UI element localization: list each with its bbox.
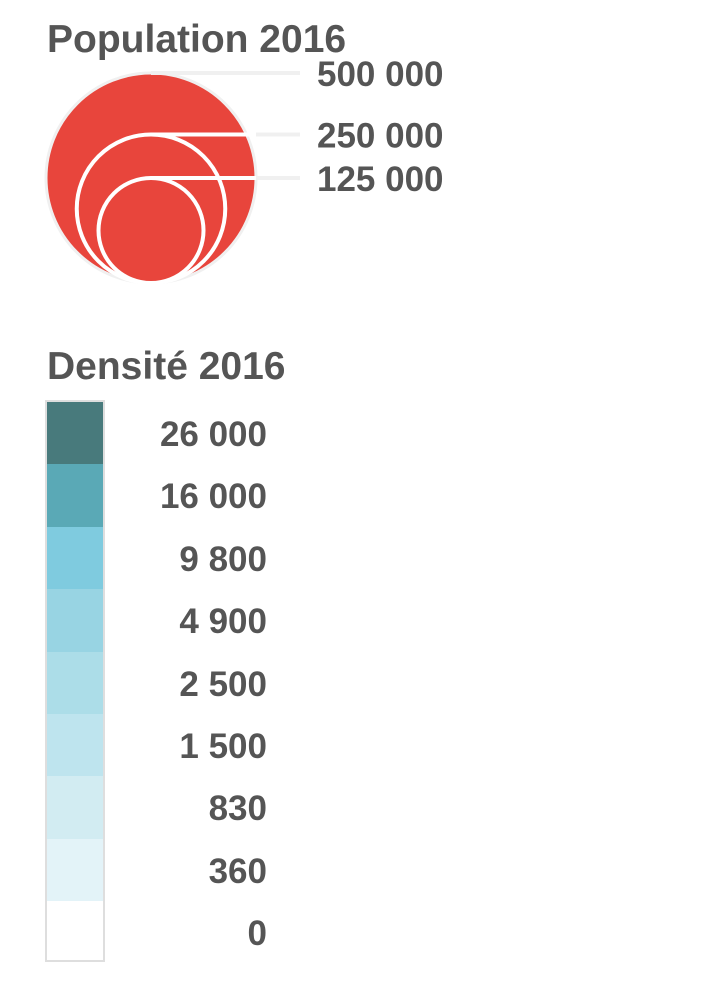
population-circle-2 — [96, 176, 206, 285]
density-swatch-3 — [47, 589, 103, 652]
density-swatch-6 — [47, 776, 103, 839]
population-label-0: 500 000 — [317, 55, 444, 94]
density-label-6: 830 — [208, 789, 267, 829]
density-label-5: 1 500 — [179, 727, 267, 766]
density-swatch-5 — [47, 714, 103, 777]
density-label-8: 0 — [247, 914, 267, 954]
density-label-2: 9 800 — [179, 539, 267, 579]
density-legend-title: Densité 2016 — [47, 345, 286, 388]
population-label-2: 125 000 — [317, 160, 444, 199]
density-swatch-4 — [47, 651, 103, 714]
density-swatch-1 — [47, 464, 103, 527]
density-swatch-0 — [47, 402, 103, 465]
density-swatch-8 — [47, 901, 103, 960]
color-scale-frame — [45, 400, 105, 962]
density-swatch-7 — [47, 838, 103, 902]
density-label-3: 4 900 — [179, 602, 267, 642]
population-legend-title: Population 2016 — [47, 18, 347, 61]
population-label-1: 250 000 — [317, 117, 444, 156]
density-label-7: 360 — [208, 851, 267, 891]
density-label-4: 2 500 — [179, 664, 267, 704]
density-swatch-2 — [47, 526, 103, 590]
density-label-0: 26 000 — [159, 415, 267, 454]
density-label-1: 16 000 — [159, 477, 267, 517]
population-circle-legend: 500 000 250 000 125 000 — [44, 53, 446, 285]
density-color-scale: 26 000 16 000 9 800 4 900 2 500 1 500 830 360 0 — [45, 400, 345, 962]
